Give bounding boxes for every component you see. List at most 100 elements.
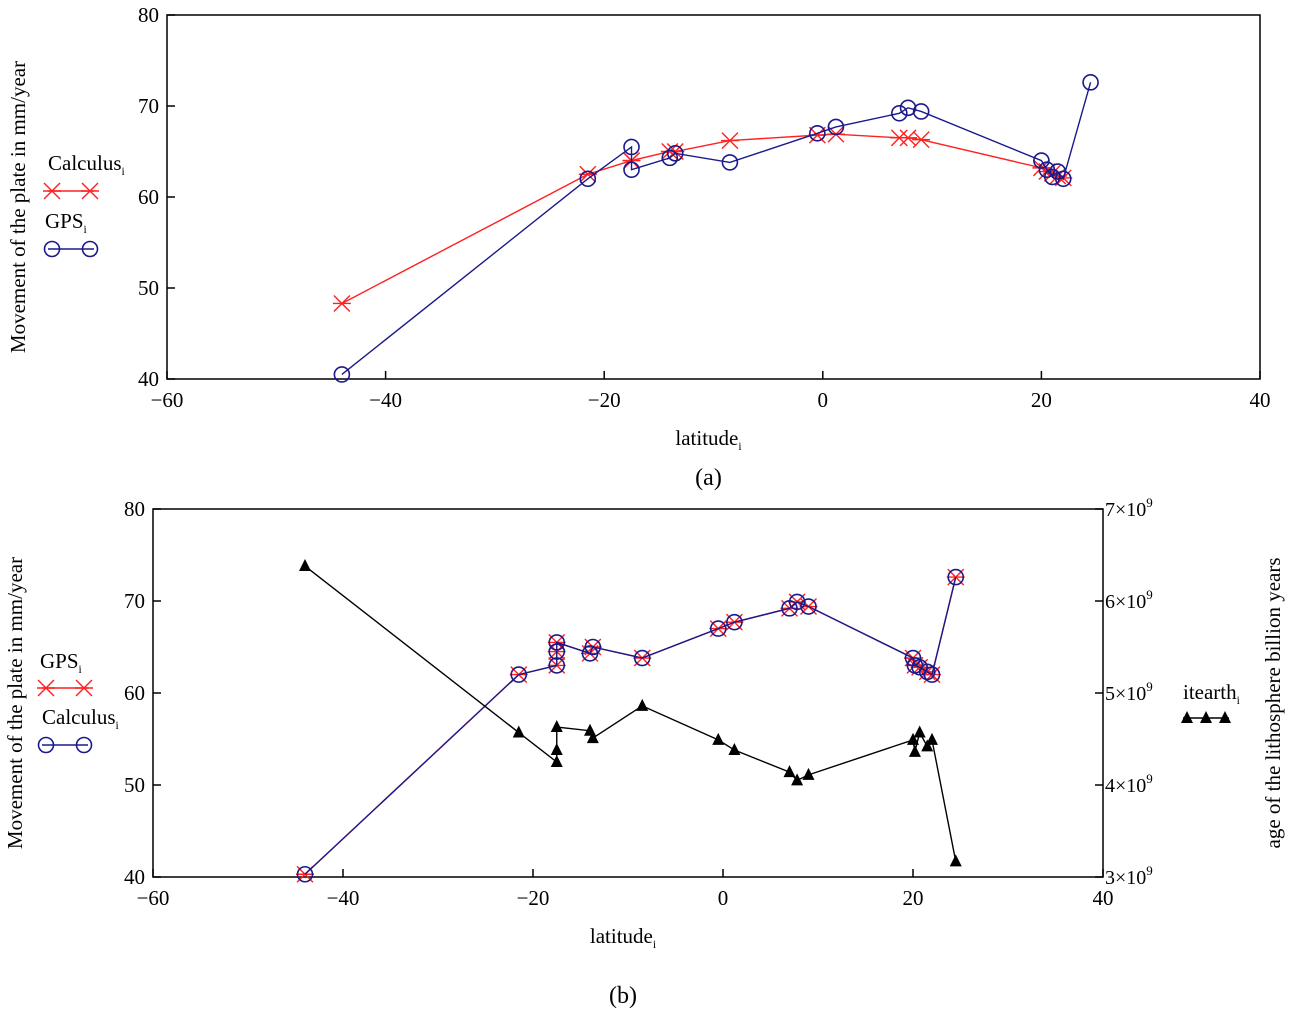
legend-marker: [1219, 711, 1231, 723]
legend-marker: [43, 240, 61, 258]
legend-marker: [37, 679, 55, 697]
data-point-calculus: [332, 294, 351, 312]
data-point-gps: [721, 154, 739, 171]
x-tick-label: −60: [137, 886, 170, 910]
data-point-itearth: [550, 755, 563, 767]
data-point-gps: [912, 103, 930, 120]
data-point-itearth: [550, 743, 563, 756]
data-point-gps: [1054, 170, 1072, 188]
x-axis-label: latitudei: [590, 924, 656, 951]
legend-marker: [81, 182, 99, 200]
y-tick-label: 40: [138, 367, 159, 391]
data-point-gps: [666, 145, 684, 162]
y-tick-label: 70: [124, 589, 145, 613]
data-point-gps: [1044, 168, 1061, 186]
data-point-gps: [809, 125, 826, 142]
data-point-calculus: [548, 657, 566, 674]
legend-label-itearth: itearthi: [1183, 680, 1240, 707]
panel-label: (b): [609, 983, 637, 1009]
data-point-gps: [891, 104, 908, 122]
data-point-itearth: [913, 725, 926, 738]
data-point-gps: [579, 170, 597, 188]
y-tick-label: 40: [124, 865, 145, 889]
data-point-itearth: [802, 767, 815, 780]
legend-marker: [43, 182, 61, 200]
y2-tick-label: 5×109: [1105, 679, 1153, 705]
data-point-itearth: [791, 773, 804, 786]
y-axis-label: Movement of the plate in mm/year: [6, 61, 30, 353]
legend-label-gps: GPSi: [45, 209, 87, 236]
y2-tick-label: 4×109: [1105, 771, 1153, 797]
legend-marker: [75, 736, 93, 754]
y-tick-label: 60: [124, 681, 145, 705]
data-point-itearth: [907, 732, 919, 745]
data-point-gps: [623, 161, 640, 178]
y-tick-label: 50: [138, 276, 159, 300]
data-point-calculus: [720, 132, 739, 150]
data-point-calculus: [666, 143, 685, 160]
data-point-calculus: [548, 643, 566, 660]
data-point-itearth: [586, 731, 599, 744]
data-point-gps: [623, 138, 640, 156]
legend-marker: [1181, 711, 1193, 723]
y2-tick-label: 3×109: [1105, 863, 1153, 889]
legend-label-gps: GPSi: [40, 649, 82, 676]
data-point-calculus: [296, 865, 314, 883]
data-point-calculus: [923, 666, 941, 683]
panel-label: (a): [695, 465, 722, 491]
x-tick-label: 0: [718, 886, 729, 910]
y-tick-label: 50: [124, 773, 145, 797]
legend-label-calculus: Calculusi: [48, 151, 125, 178]
x-tick-label: −20: [588, 388, 621, 412]
data-point-calculus: [800, 598, 817, 615]
data-point-itearth: [926, 732, 938, 745]
data-point-itearth: [921, 739, 934, 752]
x-tick-label: −40: [369, 388, 402, 412]
data-point-gps: [1082, 74, 1099, 91]
data-point-itearth: [299, 559, 311, 572]
y-tick-label: 80: [124, 497, 145, 521]
legend-marker: [37, 736, 55, 754]
data-point-calculus: [788, 593, 806, 611]
x-tick-label: 40: [1250, 388, 1271, 412]
data-point-calculus: [633, 649, 651, 667]
data-point-itearth: [636, 698, 649, 711]
data-point-calculus: [947, 568, 965, 586]
data-point-gps: [899, 99, 917, 117]
data-point-itearth: [728, 743, 741, 756]
y2-axis-label: age of the lithosphere billion years: [1261, 558, 1285, 849]
series-line-itearth: [304, 565, 957, 862]
x-tick-label: −60: [151, 388, 184, 412]
data-point-itearth: [712, 732, 725, 745]
data-point-calculus: [584, 638, 602, 656]
y-tick-label: 70: [138, 94, 159, 118]
legend-marker: [1200, 711, 1212, 723]
data-point-calculus: [510, 666, 528, 683]
data-point-itearth: [783, 765, 796, 778]
data-point-itearth: [550, 720, 563, 733]
data-point-itearth: [908, 744, 921, 757]
x-tick-label: 40: [1093, 886, 1114, 910]
series-line-calculus: [304, 576, 957, 875]
plot-frame: [152, 508, 1104, 878]
data-point-calculus: [726, 613, 743, 631]
data-point-gps: [827, 118, 845, 136]
data-point-itearth: [949, 854, 962, 867]
x-tick-label: 20: [1031, 388, 1052, 412]
y-axis-label: Movement of the plate in mm/year: [3, 557, 27, 849]
y-tick-label: 80: [138, 3, 159, 27]
legend-marker: [81, 240, 99, 258]
x-tick-label: 20: [903, 886, 924, 910]
x-tick-label: −20: [517, 886, 550, 910]
plot-frame: [166, 14, 1261, 380]
data-point-itearth: [512, 725, 525, 738]
y2-tick-label: 6×109: [1105, 587, 1153, 613]
y2-tick-label: 7×109: [1105, 495, 1153, 521]
legend-label-calculus: Calculusi: [42, 705, 119, 732]
data-point-calculus: [709, 620, 727, 637]
series-line-calculus: [341, 133, 1064, 305]
legend-marker: [75, 679, 93, 697]
data-point-calculus: [548, 634, 566, 651]
data-point-gps: [333, 366, 351, 383]
